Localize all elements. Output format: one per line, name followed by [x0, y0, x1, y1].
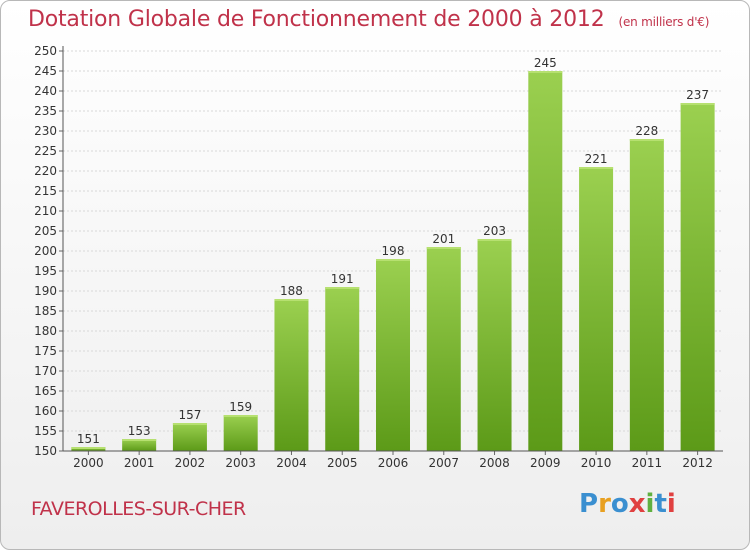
data-label-2010: 221	[585, 152, 608, 166]
bar-top-highlight	[426, 247, 461, 249]
bar-top-highlight	[122, 439, 157, 441]
bar-top-highlight	[629, 139, 664, 141]
data-label-2012: 237	[686, 88, 709, 102]
y-tick-label: 245	[34, 64, 57, 78]
bar-2003	[223, 415, 258, 451]
y-tick-label: 165	[34, 384, 57, 398]
logo-letter: o	[610, 489, 629, 519]
y-tick-label: 150	[34, 444, 57, 458]
chart-title: Dotation Globale de Fonctionnement de 20…	[28, 7, 709, 32]
x-tick-label-2009: 2009	[530, 456, 561, 470]
y-tick-label: 195	[34, 264, 57, 278]
y-tick-label: 240	[34, 84, 57, 98]
y-tick-label: 220	[34, 164, 57, 178]
x-tick-label-2004: 2004	[276, 456, 307, 470]
y-tick-label: 185	[34, 304, 57, 318]
bar-top-highlight	[172, 423, 207, 425]
data-label-2003: 159	[229, 400, 252, 414]
y-tick-label: 235	[34, 104, 57, 118]
logo-letter: i	[666, 489, 676, 519]
y-tick-label: 155	[34, 424, 57, 438]
bar-top-highlight	[274, 299, 309, 301]
y-tick-label: 230	[34, 124, 57, 138]
logo-letter: P	[579, 489, 599, 519]
bar-2005	[325, 287, 360, 451]
bars	[71, 71, 715, 451]
y-tick-label: 170	[34, 364, 57, 378]
x-tick-label-2012: 2012	[682, 456, 713, 470]
y-tick-label: 250	[34, 44, 57, 58]
x-tick-label-2006: 2006	[378, 456, 409, 470]
x-tick-label-2011: 2011	[632, 456, 663, 470]
x-tick-label-2001: 2001	[124, 456, 155, 470]
bar-top-highlight	[325, 287, 360, 289]
logo-letter: r	[598, 489, 611, 519]
data-label-2006: 198	[382, 244, 405, 258]
data-label-2004: 188	[280, 284, 303, 298]
chart-subtitle: (en milliers d'€)	[618, 15, 710, 29]
bar-2007	[426, 247, 461, 451]
y-tick-label: 200	[34, 244, 57, 258]
logo-letter: x	[628, 489, 646, 519]
y-tick-label: 215	[34, 184, 57, 198]
x-tick-label-2000: 2000	[73, 456, 104, 470]
y-tick-label: 210	[34, 204, 57, 218]
x-tick-label-2010: 2010	[581, 456, 612, 470]
data-label-2007: 201	[432, 232, 455, 246]
y-tick-label: 175	[34, 344, 57, 358]
bar-2012	[680, 103, 715, 451]
bar-top-highlight	[528, 71, 563, 73]
y-tick-label: 225	[34, 144, 57, 158]
x-tick-label-2005: 2005	[327, 456, 358, 470]
logo-letter: i	[645, 489, 655, 519]
bar-2010	[579, 167, 614, 451]
bar-top-highlight	[71, 447, 106, 449]
data-label-2005: 191	[331, 272, 354, 286]
commune-name: FAVEROLLES-SUR-CHER	[31, 498, 246, 520]
bar-2011	[629, 139, 664, 451]
bar-2004	[274, 299, 309, 451]
bar-top-highlight	[477, 239, 512, 241]
y-tick-label: 190	[34, 284, 57, 298]
bar-2008	[477, 239, 512, 451]
y-axis-ticks: 150 155 160 165 170 175 180 185 190 195 200 205 210 2…	[34, 44, 63, 458]
x-tick-label-2007: 2007	[428, 456, 459, 470]
data-label-2011: 228	[635, 124, 658, 138]
x-tick-label-2008: 2008	[479, 456, 510, 470]
data-label-2008: 203	[483, 224, 506, 238]
x-axis-ticks: 2000 2001 2002 2003 2004 2005 2006 2007 2008 2009…	[73, 451, 713, 470]
y-tick-label: 180	[34, 324, 57, 338]
bar-2009	[528, 71, 563, 451]
logo-letter: t	[654, 489, 667, 519]
y-tick-label: 205	[34, 224, 57, 238]
chart-title-text: Dotation Globale de Fonctionnement de 20…	[28, 7, 605, 32]
data-label-2009: 245	[534, 56, 557, 70]
bar-2002	[172, 423, 207, 451]
data-label-2002: 157	[178, 408, 201, 422]
data-labels: 151 153 157 159 188 191 198 201 203 245 221 228 237	[77, 56, 709, 446]
y-tick-label: 160	[34, 404, 57, 418]
axes	[62, 46, 723, 452]
bar-top-highlight	[579, 167, 614, 169]
proxiti-logo: Proxiti	[579, 489, 676, 519]
bar-2006	[376, 259, 410, 451]
data-label-2000: 151	[77, 432, 100, 446]
x-tick-label-2003: 2003	[225, 456, 256, 470]
bar-top-highlight	[376, 259, 410, 261]
bar-2001	[122, 439, 157, 451]
data-label-2001: 153	[128, 424, 151, 438]
bar-top-highlight	[223, 415, 258, 417]
bar-top-highlight	[680, 103, 715, 105]
x-tick-label-2002: 2002	[175, 456, 206, 470]
